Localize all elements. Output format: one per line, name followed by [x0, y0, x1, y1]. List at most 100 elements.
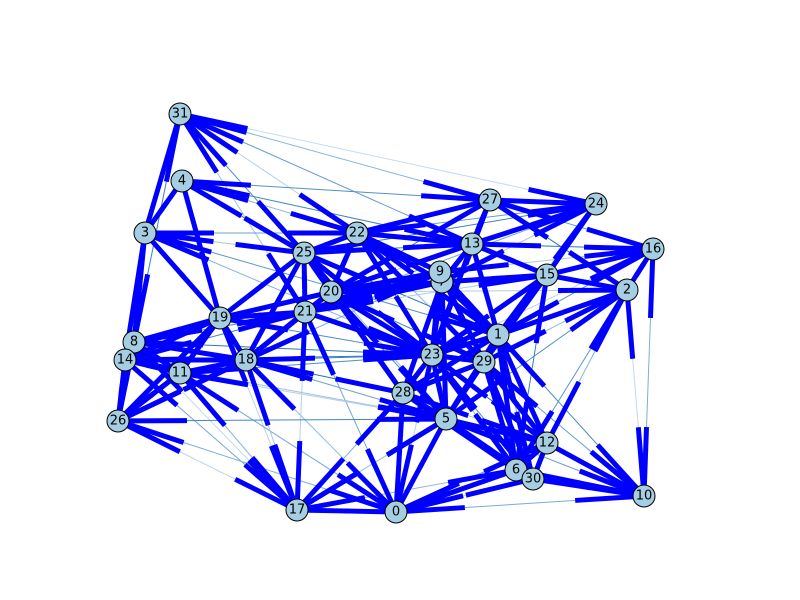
arrow-1-23-head — [441, 341, 471, 355]
arrow-30-0-head — [406, 493, 464, 512]
arrow-11-17-head — [250, 455, 292, 504]
arrow-8-21-tail — [144, 327, 203, 343]
node-label-30: 30 — [525, 472, 542, 487]
arrow-13-25-head — [314, 246, 374, 255]
arrow-6-0-tail — [454, 471, 507, 494]
arrow-17-0-tail — [307, 507, 350, 514]
node-4: 4 — [170, 169, 194, 193]
node-circle-31 — [168, 102, 192, 126]
arrow-20-28-tail — [335, 299, 370, 345]
arrow-11-5-tail — [190, 372, 249, 388]
arrow-31-22-tail — [187, 118, 239, 155]
arrow-27-22-head — [367, 214, 425, 233]
arrow-2-10-head — [635, 427, 646, 486]
arrow-31-24-head — [528, 186, 586, 205]
node-3: 3 — [133, 221, 157, 245]
node-label-23: 23 — [424, 348, 441, 363]
arrow-18-28-head — [334, 376, 393, 394]
arrow-23-28-head — [407, 366, 424, 386]
arrow-23-29-head — [450, 355, 474, 364]
node-16: 16 — [641, 237, 665, 261]
node-0: 0 — [384, 500, 408, 524]
node-circle-20 — [319, 280, 343, 304]
arrow-31-13-tail — [189, 116, 245, 145]
arrow-1-10-head — [595, 443, 639, 490]
arrow-3-8-head — [132, 285, 143, 332]
arrow-11-17-tail — [185, 379, 227, 428]
node-15: 15 — [535, 263, 559, 287]
node-circle-0 — [384, 500, 408, 524]
arrow-23-30-tail — [437, 361, 478, 411]
node-label-27: 27 — [482, 193, 499, 208]
arrow-20-23-head — [378, 320, 424, 352]
node-30: 30 — [521, 467, 545, 491]
node-27: 27 — [478, 188, 502, 212]
arrow-13-15-head — [504, 255, 538, 274]
arrow-4-13-tail — [192, 180, 250, 199]
arrow-1-12-tail — [500, 343, 526, 392]
arrow-9-18-head — [254, 329, 310, 358]
arrow-18-0-head — [345, 461, 391, 506]
arrow-16-1-head — [506, 299, 560, 332]
arrow-18-17-tail — [247, 369, 271, 427]
node-label-2: 2 — [623, 283, 631, 298]
arrow-13-22-head — [367, 231, 417, 242]
node-circle-3 — [133, 221, 157, 245]
arrow-21-17-head — [294, 440, 303, 500]
node-circle-24 — [584, 192, 608, 216]
arrow-12-6-head — [522, 449, 539, 465]
arrow-2-10-tail — [625, 300, 636, 359]
arrow-16-2-head — [630, 262, 646, 283]
arrow-5-0-head — [399, 462, 425, 504]
arrow-26-18-head — [182, 362, 238, 392]
node-label-8: 8 — [130, 335, 138, 350]
arrow-14-23-tail — [135, 356, 195, 363]
arrow-8-21-head — [236, 311, 295, 327]
arrow-13-25-tail — [402, 242, 462, 251]
arrow-27-16-head — [586, 226, 644, 249]
arrow-7-28-tail — [419, 291, 441, 340]
arrow-31-25-tail — [185, 120, 228, 168]
node-label-25: 25 — [296, 246, 313, 261]
node-circle-19 — [208, 306, 232, 330]
arrow-3-19-head — [179, 272, 215, 312]
arrow-0-12-head — [483, 445, 539, 474]
node-label-14: 14 — [117, 353, 134, 368]
arrow-31-27-tail — [189, 114, 248, 135]
arrow-15-6-tail — [533, 285, 548, 344]
arrow-16-9-tail — [584, 247, 643, 259]
arrow-21-0-tail — [307, 320, 336, 376]
arrow-30-10-tail — [543, 478, 591, 491]
node-circle-4 — [170, 169, 194, 193]
arrow-8-18-head — [187, 348, 236, 361]
node-19: 19 — [208, 306, 232, 330]
arrow-29-12-head — [511, 398, 543, 436]
arrow-29-30-tail — [485, 371, 512, 423]
node-circle-25 — [292, 241, 316, 265]
arrow-21-19-head — [230, 312, 267, 320]
arrow-23-0-head — [396, 444, 414, 502]
arrow-3-25-head — [235, 241, 294, 255]
arrow-17-5-head — [385, 422, 438, 458]
arrow-18-0-tail — [251, 366, 297, 411]
arrow-1-10-tail — [503, 341, 547, 388]
node-23: 23 — [420, 343, 444, 367]
node-21: 21 — [293, 300, 317, 324]
arrow-8-23-tail — [144, 339, 204, 348]
arrow-25-1-tail — [313, 254, 369, 283]
node-circle-26 — [106, 409, 130, 433]
arrow-28-0-head — [394, 450, 403, 502]
arrow-3-23-tail — [154, 235, 210, 263]
arrow-24-1-tail — [552, 211, 592, 261]
arrow-4-27-tail — [192, 179, 252, 188]
arrow-14-26-head — [116, 384, 125, 411]
arrow-15-29-tail — [512, 282, 543, 322]
arrow-5-10-tail — [455, 420, 512, 447]
arrow-16-13-head — [482, 241, 542, 249]
node-label-31: 31 — [172, 107, 189, 122]
node-circle-9 — [428, 260, 452, 284]
arrow-16-10-tail — [647, 259, 656, 319]
node-circle-11 — [168, 361, 192, 385]
arrow-18-23-head — [362, 352, 422, 360]
